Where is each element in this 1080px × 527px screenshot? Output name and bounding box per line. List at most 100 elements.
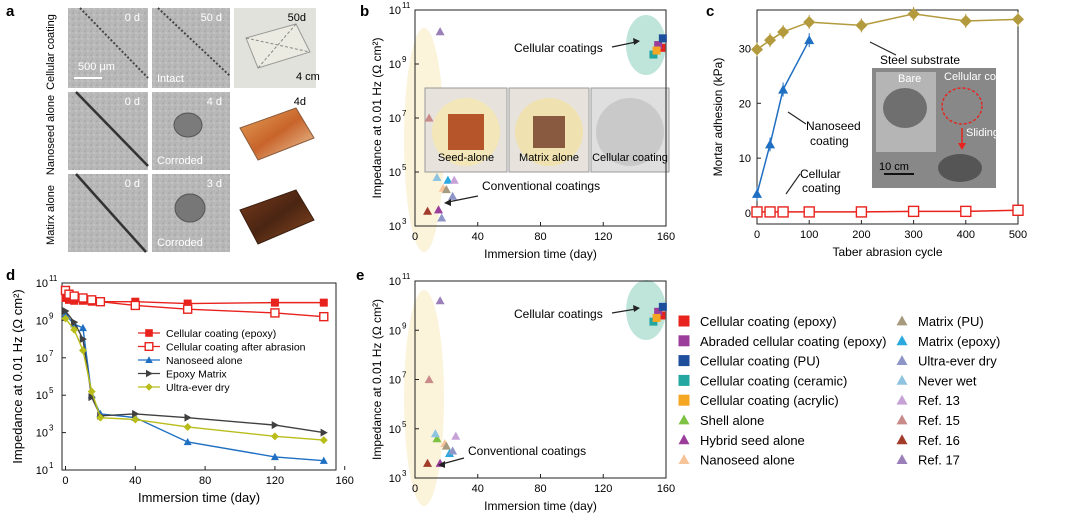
inset-photo-c: Bare Cellular coating Sliding off 10 cm (872, 68, 1020, 188)
legend-label: Cellular coating (PU) (700, 354, 820, 369)
annotation-conventional: Conventional coatings (482, 179, 600, 193)
data-square (654, 41, 663, 50)
y-tick-exponent: 9 (49, 311, 54, 320)
data-marker (907, 7, 920, 20)
legend-marker (145, 356, 153, 364)
panel-c: c Bare Cellular coating Sliding off 10 c… (706, 3, 1027, 259)
legend-marker (896, 454, 908, 464)
micrograph-cellular-0d (68, 8, 148, 88)
data-square (652, 46, 661, 55)
micrograph-cellular-50d (152, 8, 230, 88)
data-marker (62, 307, 70, 316)
data-marker (319, 436, 328, 445)
data-marker (320, 428, 328, 437)
legend-label: Hybrid seed alone (700, 433, 805, 448)
panel-b: b Seed-alone Matrix alone Cellular coati… (360, 1, 675, 261)
y-tick-exponent: 5 (49, 386, 54, 395)
y-tick-exponent: 5 (402, 163, 407, 172)
y-tick-label: 10 (389, 325, 401, 337)
annotation-cellular-line2: coating (802, 181, 841, 195)
panel-label-a: a (6, 3, 15, 20)
data-marker (88, 393, 96, 402)
data-marker (855, 19, 868, 32)
data-marker (778, 84, 789, 94)
inset-label: Sliding off (966, 127, 1015, 139)
legend-label: Never wet (918, 373, 977, 388)
data-marker (319, 311, 329, 322)
data-square (658, 34, 667, 43)
legend-label: Ultra-ever dry (918, 354, 997, 369)
data-marker (1012, 13, 1024, 26)
data-marker (86, 295, 97, 305)
annotation-nanoseed-line1: Nanoseed (806, 119, 861, 133)
legend-marker (678, 315, 690, 327)
y-tick-label: 10 (389, 167, 401, 179)
inset-label: Cellular coating (944, 71, 1020, 83)
y-tick-exponent: 1 (49, 461, 54, 470)
data-marker (271, 421, 279, 430)
series-line (756, 13, 1019, 51)
y-tick-exponent: 3 (402, 217, 407, 226)
y-tick-exponent: 9 (402, 55, 407, 64)
x-tick-label: 120 (594, 231, 612, 243)
y-axis-label: Impedance at 0.01 Hz (Ω cm²) (10, 289, 25, 463)
legend-label: Abraded cellular coating (epoxy) (700, 334, 886, 349)
data-marker (959, 14, 972, 27)
data-triangle (430, 429, 440, 438)
data-marker (270, 452, 279, 461)
x-tick-label: 0 (412, 231, 418, 243)
y-axis-label: Impedance at 0.01 Hz (Ω cm²) (370, 37, 384, 198)
x-tick-label: 80 (534, 483, 546, 495)
plot-c: 0 100 200 300 400 500 0 10 20 30 Taber abrasion cy… (711, 6, 1027, 259)
legend-marker (678, 355, 690, 367)
data-marker (64, 295, 73, 304)
legend-label: Cellular coating (epoxy) (700, 314, 837, 329)
annotation-conventional: Conventional coatings (468, 444, 586, 458)
legend-marker (678, 394, 690, 406)
x-tick-label: 100 (800, 229, 818, 241)
data-triangle (432, 434, 442, 443)
inset-label: Cellular coating (592, 152, 668, 164)
caption-corroded: Corroded (157, 155, 203, 167)
panel-label-b: b (360, 3, 369, 20)
legend-label: Cellular coating after abrasion (166, 342, 306, 354)
data-triangle (424, 113, 434, 122)
data-marker (777, 206, 789, 218)
x-tick-label: 0 (62, 475, 68, 487)
legend-marker (896, 434, 908, 445)
legend-d: Cellular coating (epoxy) Cellular coating… (138, 328, 306, 394)
y-tick-label: 10 (389, 113, 401, 125)
data-marker (69, 291, 79, 301)
series-line (756, 39, 810, 195)
y-tick-label: 10 (36, 390, 48, 402)
data-marker (96, 413, 105, 422)
data-marker (270, 432, 279, 441)
time-label: 0 d (125, 12, 140, 24)
row-label-cellular: Cellular coating (45, 14, 57, 90)
panel-label-e: e (356, 267, 364, 284)
data-marker (764, 34, 777, 47)
legend-marker (144, 342, 154, 352)
data-triangle (435, 296, 445, 305)
legend-label: Ultra-ever dry (166, 382, 230, 394)
time-label: 0 d (125, 178, 140, 190)
x-axis-label: Immersion time (day) (484, 247, 597, 261)
annotation-cellular: Cellular coatings (514, 307, 603, 321)
scale-bar-label: 500 μm (78, 61, 115, 73)
data-marker (132, 409, 140, 418)
x-tick-label: 160 (336, 475, 354, 487)
x-axis-label: Immersion time (day) (484, 499, 597, 513)
legend-label: Epoxy Matrix (166, 369, 227, 381)
legend-marker (678, 374, 690, 386)
inset-label: Bare (898, 73, 921, 85)
data-marker (78, 346, 87, 355)
time-label: 4d (294, 96, 306, 108)
annotation-cellular: Cellular coatings (514, 41, 603, 55)
data-marker (87, 387, 96, 396)
y-tick-label: 10 (389, 276, 401, 288)
annotation-steel: Steel substrate (880, 53, 960, 67)
